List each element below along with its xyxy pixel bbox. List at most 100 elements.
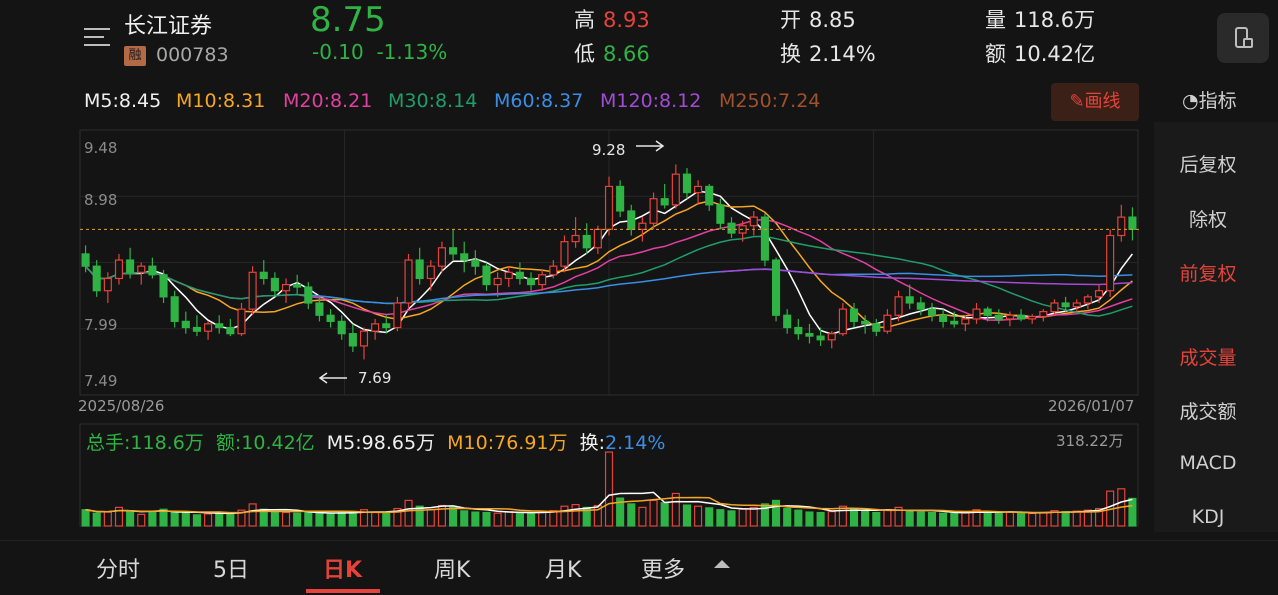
volume-bar — [137, 513, 146, 527]
y-tick-label: 8.98 — [84, 191, 117, 209]
candle-body — [348, 333, 357, 347]
volume-bar — [560, 505, 569, 527]
vol-turnover: 2.14% — [605, 432, 666, 454]
ma120-line — [720, 268, 1133, 286]
low-value: 8.66 — [603, 42, 650, 66]
volume-bar — [92, 512, 101, 527]
landscape-toggle-button[interactable] — [1217, 13, 1269, 63]
candle-body — [449, 247, 458, 255]
volume-bar — [215, 511, 224, 527]
volume-bar — [972, 509, 981, 527]
candle-body — [515, 271, 524, 280]
candle-body — [705, 185, 714, 206]
side-no-adjust[interactable]: 除权 — [1188, 209, 1227, 231]
candle-body — [81, 253, 90, 267]
candle-body — [304, 286, 313, 304]
volume-bar — [961, 511, 970, 527]
volume-bar — [760, 503, 769, 527]
volume-bar — [772, 499, 781, 527]
ma5-value: M5:8.45 — [84, 90, 162, 112]
volume-bars — [81, 451, 1137, 527]
candle-body — [660, 198, 669, 206]
volume-bar — [471, 511, 480, 527]
volume-bar — [894, 506, 903, 527]
volume-bar — [671, 492, 680, 527]
tab-daily-k[interactable]: 日K — [323, 558, 363, 583]
side-back-adjust[interactable]: 后复权 — [1179, 154, 1237, 176]
tab-more[interactable]: 更多 — [641, 558, 686, 583]
volume-bar — [638, 506, 647, 527]
volume-bar — [337, 511, 346, 527]
side-macd[interactable]: MACD — [1179, 452, 1237, 474]
volume-bar — [805, 511, 814, 527]
volume-bar — [861, 510, 870, 527]
active-tab-indicator — [306, 589, 380, 593]
y-tick-label: 9.48 — [84, 139, 117, 157]
volume-bar — [1083, 509, 1092, 527]
open-stat: 开 8.85 — [780, 4, 856, 34]
side-panel — [1154, 122, 1278, 532]
volume-value: 118.6万 — [1014, 8, 1096, 32]
draw-line-button[interactable]: ✎画线 — [1051, 83, 1139, 121]
tab-intraday[interactable]: 分时 — [96, 558, 141, 583]
candle-body — [504, 271, 513, 280]
tab-weekly-k[interactable]: 周K — [434, 558, 471, 583]
low-stat: 低 8.66 — [574, 38, 650, 68]
candle-body — [604, 185, 614, 230]
amount-stat: 额 10.42亿 — [985, 38, 1095, 68]
stock-code: 000783 — [156, 44, 229, 66]
candle-body — [404, 259, 413, 304]
ma10-line — [85, 200, 1133, 328]
candle-body — [916, 302, 925, 310]
volume-bar — [705, 507, 714, 527]
volume-bar — [582, 506, 591, 527]
volume-bar — [293, 512, 302, 527]
volume-bar — [827, 510, 836, 527]
total-hands: 总手:118.6万 — [86, 432, 204, 454]
candle-body — [749, 216, 758, 227]
candle-body — [315, 302, 324, 316]
candle-body — [270, 277, 279, 292]
candle-body — [460, 253, 469, 261]
vol-ma10-line — [85, 496, 1133, 514]
candle-body — [582, 234, 591, 249]
tab-5day[interactable]: 5日 — [213, 558, 249, 583]
candle-body — [126, 259, 135, 273]
volume-bar — [604, 451, 614, 527]
volume-bar — [449, 506, 458, 527]
candle-body — [1061, 302, 1070, 308]
high-stat: 高 8.93 — [574, 4, 650, 34]
ma10-value: M10:8.31 — [176, 90, 266, 112]
candle-body — [181, 320, 190, 329]
volume-bar — [371, 511, 380, 527]
candle-body — [471, 259, 480, 267]
candle-body — [927, 308, 937, 316]
high-annotation: 9.28 — [592, 141, 625, 159]
side-forward-adjust[interactable]: 前复权 — [1179, 263, 1237, 285]
volume-bar — [526, 512, 536, 527]
kline-chart[interactable]: 9.48 8.98 7.99 7.49 2025/08/26 2026/01/0… — [0, 0, 1150, 540]
side-amount[interactable]: 成交额 — [1179, 401, 1237, 423]
menu-icon[interactable] — [84, 26, 110, 50]
candle-body — [1094, 290, 1104, 298]
candle-body — [437, 247, 446, 267]
side-kdj[interactable]: KDJ — [1191, 506, 1225, 528]
volume-info-row: 总手:118.6万 额:10.42亿 M5:98.65万 M10:76.91万 … — [86, 428, 665, 455]
y-tick-label: 7.49 — [84, 372, 117, 390]
side-volume[interactable]: 成交量 — [1179, 347, 1237, 369]
candle-body — [861, 320, 870, 325]
candle-body — [170, 296, 179, 322]
volume-bar — [1017, 512, 1026, 527]
volume-bar — [170, 511, 179, 527]
ma30-value: M30:8.14 — [388, 90, 478, 112]
candle-body — [371, 323, 380, 332]
candle-body — [905, 296, 914, 304]
candle-body — [983, 308, 992, 316]
tab-monthly-k[interactable]: 月K — [545, 558, 582, 583]
indicator-button[interactable]: ◔指标 — [1182, 86, 1237, 113]
candle-body — [215, 323, 224, 329]
candle-body — [638, 222, 647, 230]
candle-body — [237, 308, 246, 335]
candle-body — [805, 333, 814, 337]
caret-up-icon[interactable] — [714, 560, 730, 568]
